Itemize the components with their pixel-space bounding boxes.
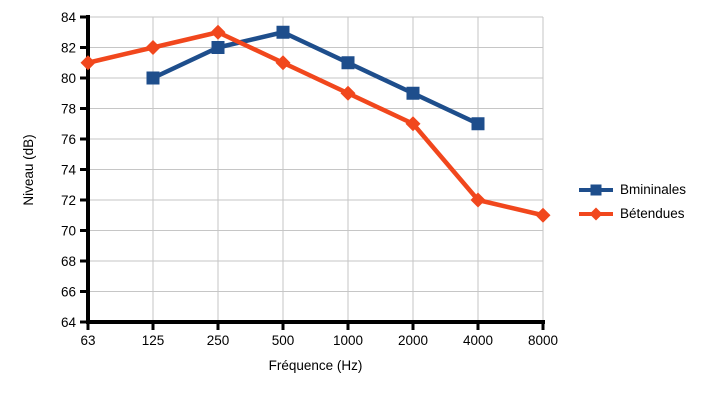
- data-point-diamond: [470, 192, 486, 208]
- x-tick-label: 2000: [398, 333, 428, 348]
- series-line-Bmininales: [150, 30, 481, 126]
- data-point-square: [341, 56, 355, 70]
- legend-label: Bmininales: [620, 182, 687, 197]
- x-tick-label: 63: [80, 333, 95, 348]
- data-point-square: [471, 117, 485, 131]
- legend: Bmininales Bétendues: [578, 179, 686, 224]
- y-tick-label: 82: [61, 41, 76, 56]
- legend-label: Bétendues: [620, 206, 685, 221]
- data-point-diamond: [210, 24, 226, 40]
- y-tick-label: 66: [61, 285, 76, 300]
- y-tick-label: 72: [61, 193, 76, 208]
- x-tick-label: 125: [142, 333, 165, 348]
- data-point-diamond: [340, 85, 356, 101]
- y-tick-label: 70: [61, 224, 76, 239]
- y-tick-label: 74: [61, 163, 77, 178]
- x-tick-label: 4000: [463, 333, 493, 348]
- legend-marker-square-icon: [579, 184, 613, 195]
- legend-marker-diamond-icon: [579, 207, 613, 220]
- data-point-diamond: [405, 116, 421, 132]
- data-point-diamond: [535, 207, 551, 223]
- data-point-square: [146, 71, 160, 85]
- data-point-diamond: [145, 40, 161, 55]
- y-tick-label: 68: [61, 254, 76, 269]
- y-axis-title: Niveau (dB): [21, 134, 36, 206]
- data-point-square: [406, 86, 420, 100]
- x-tick-label: 8000: [528, 333, 558, 348]
- y-tick-label: 64: [61, 315, 77, 330]
- data-point-diamond: [80, 55, 96, 71]
- series-line-Bétendues: [85, 30, 546, 218]
- y-tick-label: 80: [61, 71, 76, 86]
- data-point-square: [211, 41, 225, 54]
- legend-item-bmininales: Bmininales: [578, 179, 686, 200]
- x-axis-title: Fréquence (Hz): [268, 358, 363, 373]
- x-tick-label: 1000: [333, 333, 363, 348]
- y-tick-label: 76: [61, 132, 76, 147]
- x-tick-label: 250: [207, 333, 230, 348]
- data-point-square: [276, 25, 290, 39]
- y-tick-label: 78: [61, 102, 76, 117]
- y-tick-label: 84: [61, 10, 77, 25]
- x-tick-label: 500: [272, 333, 295, 348]
- legend-item-betendues: Bétendues: [578, 203, 686, 224]
- data-point-diamond: [275, 55, 291, 71]
